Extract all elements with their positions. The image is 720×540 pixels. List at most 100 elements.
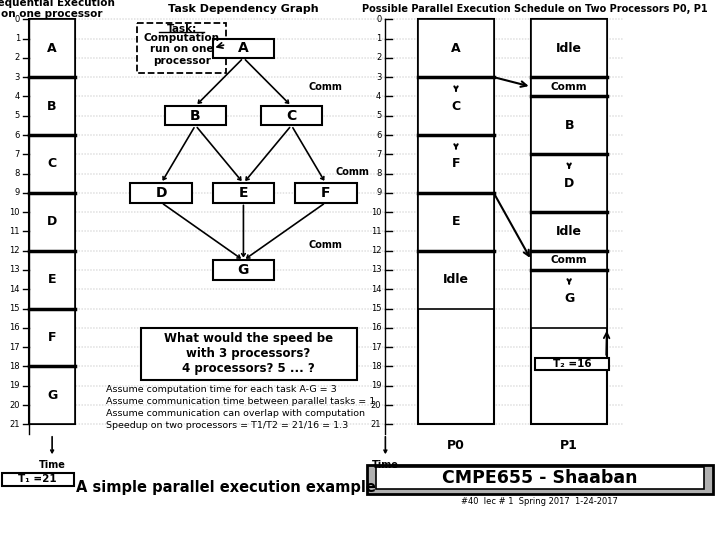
Text: E: E [48, 273, 56, 286]
Text: B: B [190, 109, 201, 123]
Bar [2, 472, 74, 487]
Text: T₂ =16: T₂ =16 [552, 359, 591, 369]
Text: 0: 0 [376, 15, 382, 24]
Bar [130, 183, 192, 202]
Bar [418, 19, 494, 424]
Bar [29, 367, 76, 424]
Bar [531, 154, 607, 212]
Text: Idle: Idle [556, 225, 582, 238]
Bar [295, 183, 356, 202]
Text: A: A [238, 41, 249, 55]
Text: F: F [321, 186, 330, 200]
Text: #40  lec # 1  Spring 2017  1-24-2017: #40 lec # 1 Spring 2017 1-24-2017 [462, 497, 618, 506]
Text: 6: 6 [14, 131, 20, 139]
Text: 18: 18 [371, 362, 382, 371]
Text: C: C [451, 99, 461, 112]
Text: 19: 19 [9, 381, 20, 390]
Bar [531, 97, 607, 154]
Bar [531, 212, 607, 251]
Text: 4: 4 [376, 92, 382, 101]
Text: 11: 11 [371, 227, 382, 236]
Text: B: B [564, 119, 574, 132]
Text: E: E [238, 186, 248, 200]
Text: 20: 20 [9, 401, 20, 409]
Text: 21: 21 [9, 420, 20, 429]
Text: G: G [564, 293, 575, 306]
Text: 12: 12 [9, 246, 20, 255]
Text: T₁ =21: T₁ =21 [19, 475, 57, 484]
Bar [261, 106, 323, 125]
Text: 6: 6 [376, 131, 382, 139]
Text: What would the speed be
with 3 processors?
4 processors? 5 ... ?: What would the speed be with 3 processor… [163, 333, 333, 375]
Text: Comm: Comm [551, 255, 588, 265]
Text: Assume communication can overlap with computation: Assume communication can overlap with co… [107, 409, 365, 418]
Bar [531, 270, 607, 328]
Text: 14: 14 [9, 285, 20, 294]
Bar [418, 251, 494, 308]
Text: Computation
run on one
processor: Computation run on one processor [144, 32, 220, 66]
Text: 13: 13 [9, 266, 20, 274]
Text: 16: 16 [9, 323, 20, 332]
Bar [29, 77, 76, 135]
Text: Assume communication time between parallel tasks = 1: Assume communication time between parall… [107, 397, 376, 406]
Text: 3: 3 [14, 73, 20, 82]
Text: 9: 9 [376, 188, 382, 197]
Bar [535, 358, 609, 370]
Text: 17: 17 [371, 343, 382, 352]
Bar [137, 23, 226, 73]
Text: 10: 10 [9, 208, 20, 217]
Text: F: F [451, 158, 460, 171]
Text: 18: 18 [9, 362, 20, 371]
Text: 15: 15 [9, 304, 20, 313]
Text: 16: 16 [371, 323, 382, 332]
Text: 17: 17 [9, 343, 20, 352]
Text: 11: 11 [9, 227, 20, 236]
Bar [212, 183, 274, 202]
Bar [29, 251, 76, 308]
Text: 8: 8 [14, 169, 20, 178]
Text: P1: P1 [560, 439, 578, 452]
Bar [367, 465, 713, 494]
Text: D: D [47, 215, 57, 228]
Text: 10: 10 [371, 208, 382, 217]
Bar [29, 193, 76, 251]
Text: 1: 1 [376, 34, 382, 43]
Text: 7: 7 [376, 150, 382, 159]
Text: 19: 19 [371, 381, 382, 390]
Text: E: E [451, 215, 460, 228]
Text: P0: P0 [447, 439, 465, 452]
Text: CMPE655 - Shaaban: CMPE655 - Shaaban [442, 469, 637, 487]
Text: B: B [48, 99, 57, 112]
Text: 9: 9 [14, 188, 20, 197]
Text: Comm: Comm [309, 82, 343, 92]
Bar [418, 193, 494, 251]
Text: 13: 13 [371, 266, 382, 274]
Text: Task:: Task: [166, 24, 197, 35]
Bar [29, 308, 76, 367]
Text: 14: 14 [371, 285, 382, 294]
Text: A: A [48, 42, 57, 55]
Bar [29, 19, 76, 77]
Bar [531, 19, 607, 77]
Text: Time: Time [39, 460, 66, 470]
Text: 4: 4 [14, 92, 20, 101]
Text: 1: 1 [14, 34, 20, 43]
Bar [165, 106, 226, 125]
Text: 21: 21 [371, 420, 382, 429]
Text: 12: 12 [371, 246, 382, 255]
Text: 3: 3 [376, 73, 382, 82]
Bar [531, 251, 607, 270]
Text: 20: 20 [371, 401, 382, 409]
Text: F: F [48, 331, 56, 344]
Text: Comm: Comm [309, 240, 343, 250]
Text: D: D [156, 186, 167, 200]
Text: C: C [48, 158, 57, 171]
Text: G: G [47, 389, 57, 402]
Text: 2: 2 [376, 53, 382, 62]
Bar [418, 19, 494, 77]
Text: G: G [238, 263, 249, 277]
Text: Assume computation time for each task A-G = 3: Assume computation time for each task A-… [107, 385, 337, 394]
Text: Sequential Execution
on one processor: Sequential Execution on one processor [0, 0, 114, 19]
Text: Idle: Idle [556, 42, 582, 55]
Text: A simple parallel execution example: A simple parallel execution example [76, 481, 377, 495]
